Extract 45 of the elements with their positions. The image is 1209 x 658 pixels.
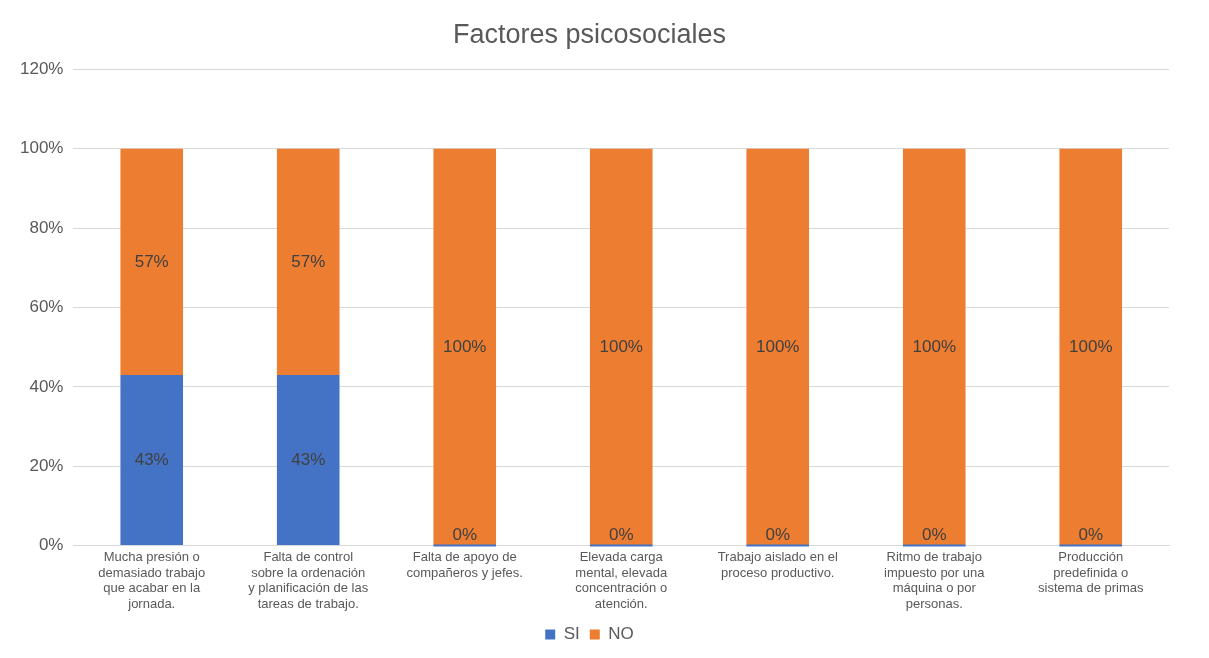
data-label: 100% xyxy=(442,336,487,356)
data-label: 57% xyxy=(291,251,326,271)
y-tick-label: 120% xyxy=(20,59,64,79)
y-tick-label: 80% xyxy=(29,217,64,237)
y-tick-label: 40% xyxy=(29,376,64,396)
data-label: 0% xyxy=(608,525,634,545)
bar xyxy=(276,148,340,375)
data-label: 100% xyxy=(912,336,956,356)
data-label: 0% xyxy=(452,525,478,545)
bar xyxy=(433,544,497,547)
y-tick-label: 0% xyxy=(38,535,64,555)
data-label: 43% xyxy=(134,449,169,469)
bar xyxy=(276,374,340,546)
bar xyxy=(902,148,966,546)
data-label: 100% xyxy=(756,336,800,356)
y-tick-label: 20% xyxy=(29,455,64,475)
data-label: 0% xyxy=(765,525,791,545)
x-tick-label: Trabajo aislado en el proceso productivo. xyxy=(717,548,838,580)
legend-label: SI xyxy=(563,624,580,644)
data-label: 43% xyxy=(291,449,326,469)
data-label: 100% xyxy=(1069,336,1113,356)
bar xyxy=(1059,544,1123,547)
bar xyxy=(746,544,810,547)
x-tick-label: Falta de control sobre la ordenación y planificación de las tareas de trabajo. xyxy=(248,548,369,611)
bar xyxy=(433,148,497,546)
bar xyxy=(589,148,653,546)
y-tick-label: 60% xyxy=(29,297,64,317)
x-tick-label: Mucha presión o demasiado trabajo que acabar en la jornada. xyxy=(98,548,206,611)
chart-title: Factores psicosociales xyxy=(452,18,727,49)
bar xyxy=(589,544,653,547)
legend-label: NO xyxy=(608,624,634,644)
bar xyxy=(902,544,966,547)
y-tick-label: 100% xyxy=(20,138,64,158)
bar xyxy=(120,374,184,546)
bar xyxy=(746,148,810,546)
x-tick-label: Ritmo de trabajo impuesto por una máquina o por personas. xyxy=(884,548,986,611)
x-tick-label: Falta de apoyo de compañeros y jefes. xyxy=(406,548,523,580)
x-tick-label: Producción predefinida o sistema de primas xyxy=(1038,548,1144,596)
data-label: 0% xyxy=(921,525,947,545)
data-label: 100% xyxy=(599,336,643,356)
bar xyxy=(120,148,184,375)
x-tick-label: Elevada carga mental, elevada concentración o atención. xyxy=(575,548,668,611)
bar xyxy=(1059,148,1123,546)
data-label: 0% xyxy=(1078,525,1104,545)
data-label: 57% xyxy=(134,251,169,271)
